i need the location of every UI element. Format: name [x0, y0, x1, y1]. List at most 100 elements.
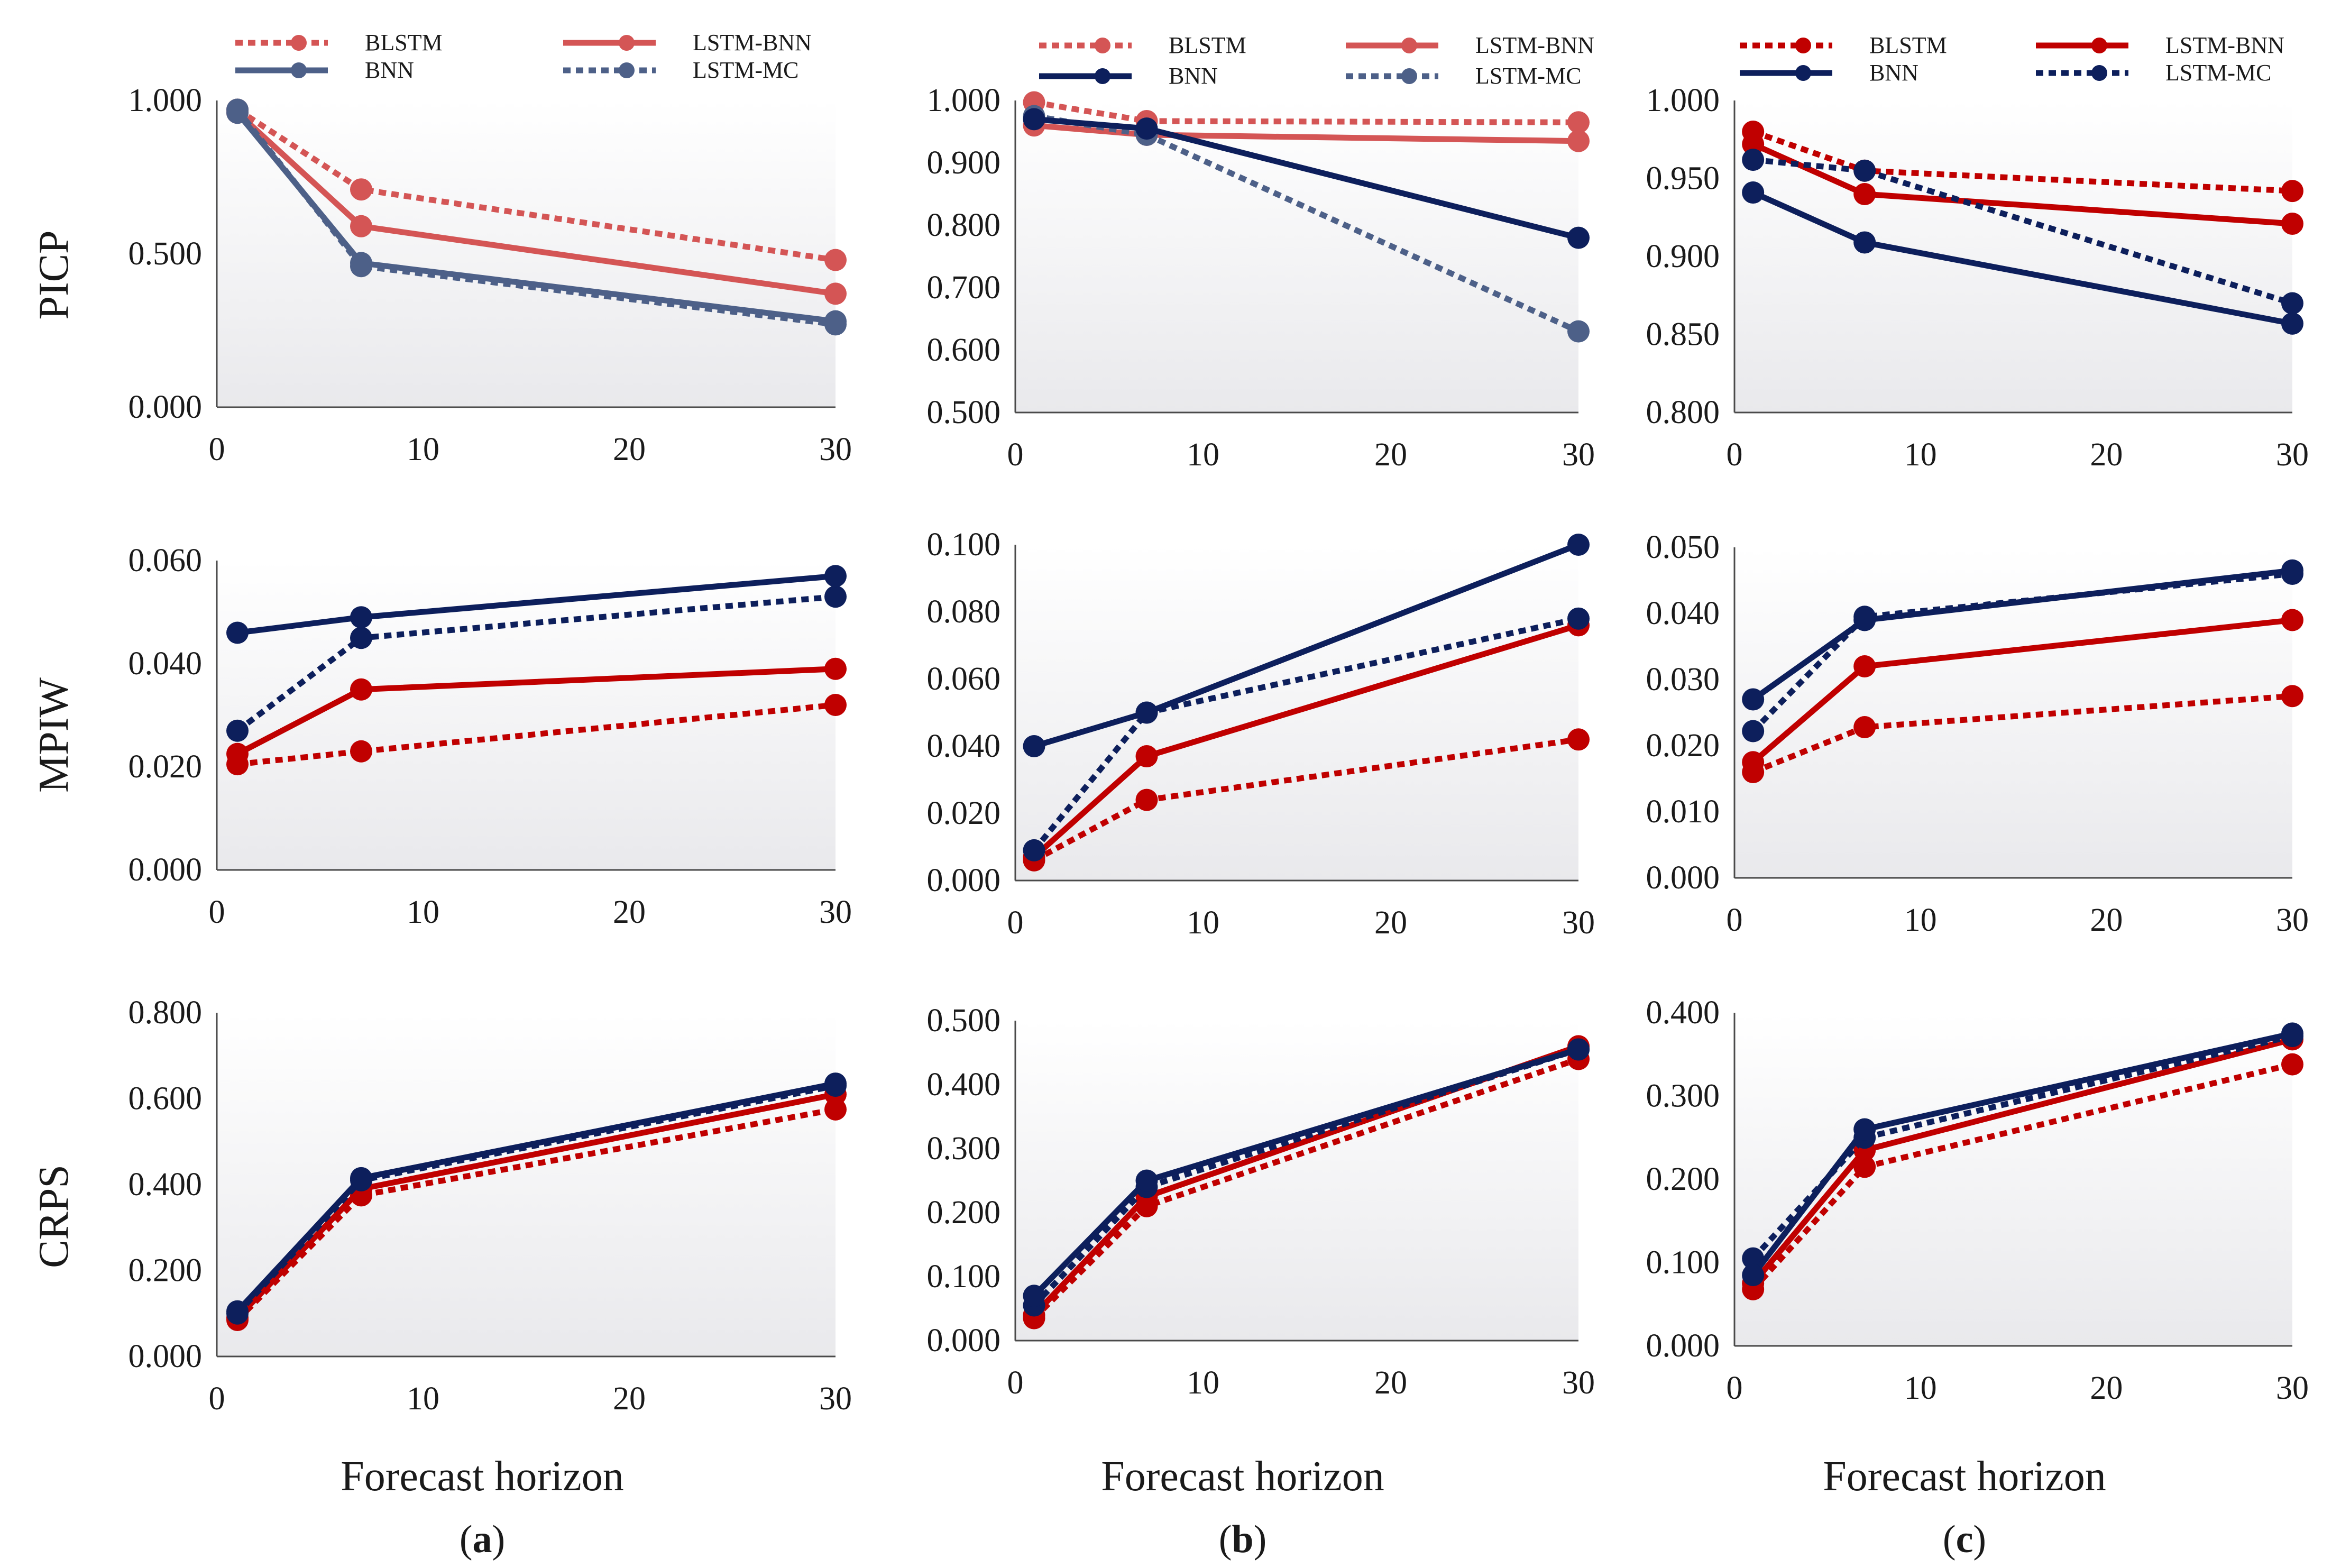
chart-c-picp: 0.800 0.850 0.900 0.950 1.000 0 10 20 30 BLSTM LST…: [1646, 32, 2309, 473]
y-tick-label-c-picp: 1.000: [1646, 82, 1720, 118]
x-tick-label-b-mpiw: 30: [1562, 905, 1595, 941]
y-tick-label-a-picp: 1.000: [128, 82, 203, 118]
data-point-b-picp-bnn: [1567, 226, 1590, 249]
data-point-c-mpiw-blstm: [2281, 685, 2303, 708]
x-tick-label-b-crps: 0: [1007, 1365, 1024, 1401]
data-point-b-mpiw-lstm-mc: [1023, 839, 1045, 861]
data-point-c-picp-bnn: [2281, 312, 2303, 335]
chart-c-mpiw: 0.000 0.010 0.020 0.030 0.040 0.050 0 10 20 30: [1646, 529, 2309, 938]
data-point-c-picp-bnn: [1853, 231, 1876, 254]
y-tick-label-a-mpiw: 0.000: [128, 852, 203, 888]
x-axis-title-b: Forecast horizon: [1101, 1453, 1384, 1500]
data-point-a-mpiw-blstm: [824, 694, 847, 716]
data-point-a-mpiw-lstm-bnn: [350, 678, 372, 701]
data-point-c-picp-lstm-bnn: [1853, 183, 1876, 205]
data-point-a-crps-bnn: [824, 1072, 847, 1095]
panel-label-c-close: ): [1973, 1518, 1986, 1561]
data-point-b-mpiw-bnn: [1567, 534, 1590, 556]
data-point-b-picp-lstm-bnn: [1567, 130, 1590, 152]
y-tick-label-c-crps: 0.000: [1646, 1328, 1720, 1364]
data-point-a-picp-bnn: [350, 252, 372, 274]
legend-label-a-picp-blstm: BLSTM: [365, 30, 443, 56]
x-tick-label-c-picp: 0: [1727, 437, 1743, 473]
y-tick-label-c-crps: 0.100: [1646, 1245, 1720, 1281]
x-tick-label-a-crps: 30: [819, 1381, 852, 1417]
x-tick-label-b-picp: 0: [1007, 437, 1024, 473]
panel-label-a-close: ): [492, 1518, 506, 1561]
y-tick-label-b-crps: 0.500: [927, 1003, 1001, 1039]
chart-b-mpiw: 0.000 0.020 0.040 0.060 0.080 0.100 0 10 20 30: [927, 527, 1595, 941]
y-tick-label-b-picp: 0.900: [927, 145, 1001, 181]
legend-label-a-picp-lstm-bnn: LSTM-BNN: [693, 30, 812, 56]
data-point-a-mpiw-bnn: [824, 565, 847, 588]
legend-label-b-picp-lstm-bnn: LSTM-BNN: [1475, 32, 1594, 58]
series-line-a-crps-blstm: [235, 1106, 836, 1322]
panel-label-b-open: (: [1219, 1518, 1232, 1561]
y-tick-label-a-crps: 0.600: [128, 1081, 203, 1117]
panel-label-c: (c): [1943, 1518, 1986, 1561]
x-tick-label-b-crps: 30: [1562, 1365, 1595, 1401]
y-tick-label-a-mpiw: 0.040: [128, 646, 203, 682]
x-tick-label-a-picp: 0: [209, 432, 225, 467]
panel-label-b: (b): [1219, 1518, 1266, 1561]
data-point-c-picp-lstm-mc: [2281, 292, 2303, 315]
legend-marker-b-picp-lstm-mc: [1401, 68, 1417, 84]
y-tick-label-b-mpiw: 0.100: [927, 527, 1001, 563]
data-point-b-mpiw-bnn: [1135, 701, 1158, 724]
x-tick-label-c-crps: 30: [2276, 1370, 2309, 1406]
legend-marker-c-picp-blstm: [1795, 38, 1811, 53]
data-point-c-mpiw-lstm-bnn: [1742, 751, 1765, 774]
data-point-b-crps-bnn: [1567, 1038, 1590, 1061]
series-line-a-mpiw-blstm: [237, 702, 836, 767]
row-label-picp: PICP: [31, 231, 77, 320]
y-tick-label-a-crps: 0.400: [128, 1167, 203, 1203]
data-point-b-picp-blstm: [1567, 111, 1590, 134]
data-point-b-mpiw-blstm: [1135, 788, 1158, 811]
data-point-c-crps-bnn: [1853, 1118, 1876, 1141]
x-tick-label-a-mpiw: 0: [209, 894, 225, 930]
series-line-c-picp-lstm-mc: [1752, 157, 2293, 306]
data-point-b-picp-bnn: [1023, 108, 1045, 131]
y-tick-label-c-mpiw: 0.010: [1646, 794, 1720, 830]
row-label-crps: CRPS: [31, 1164, 77, 1268]
data-point-b-crps-bnn: [1135, 1169, 1158, 1192]
y-tick-label-b-crps: 0.300: [927, 1131, 1001, 1167]
plot-area-a-picp: [217, 100, 836, 407]
plot-area-b-crps: [1015, 1021, 1578, 1341]
y-tick-label-c-mpiw: 0.040: [1646, 595, 1720, 631]
x-tick-label-c-mpiw: 20: [2090, 902, 2123, 938]
panel-label-b-letter: b: [1232, 1518, 1253, 1561]
y-tick-label-a-crps: 0.800: [128, 995, 203, 1031]
x-tick-label-a-mpiw: 10: [407, 894, 439, 930]
data-point-a-mpiw-bnn: [226, 621, 249, 644]
data-point-a-mpiw-lstm-mc: [226, 719, 249, 742]
y-tick-label-c-mpiw: 0.050: [1646, 529, 1720, 565]
data-point-c-crps-bnn: [2281, 1022, 2303, 1045]
y-tick-label-c-crps: 0.300: [1646, 1078, 1720, 1114]
legend-marker-b-picp-bnn: [1095, 68, 1110, 84]
data-point-a-picp-lstm-bnn: [824, 282, 847, 305]
legend-label-c-picp-lstm-mc: LSTM-MC: [2165, 60, 2271, 86]
y-tick-label-c-mpiw: 0.030: [1646, 662, 1720, 698]
legend-label-c-picp-blstm: BLSTM: [1869, 32, 1947, 58]
legend-marker-b-picp-blstm: [1095, 38, 1110, 53]
x-axis-title-c: Forecast horizon: [1823, 1453, 2106, 1500]
x-tick-label-c-picp: 30: [2276, 437, 2309, 473]
chart-a-picp: 0.000 0.500 1.000 0 10 20 30 BLSTM LSTM-BNN BNN LS…: [128, 30, 852, 467]
chart-b-picp: 0.500 0.600 0.700 0.800 0.900 1.000 0 10 20 30 BLS…: [927, 32, 1595, 473]
y-tick-label-c-picp: 0.850: [1646, 317, 1720, 353]
plot-area-a-crps: [217, 1013, 836, 1356]
data-point-c-picp-blstm: [2281, 180, 2303, 203]
data-point-a-crps-bnn: [226, 1300, 249, 1323]
legend-marker-a-picp-lstm-mc: [619, 62, 635, 78]
data-point-b-picp-lstm-mc: [1567, 320, 1590, 343]
data-point-a-crps-bnn: [350, 1167, 372, 1189]
x-tick-label-a-picp: 20: [613, 432, 646, 467]
x-tick-label-c-mpiw: 30: [2276, 902, 2309, 938]
plot-area-c-mpiw: [1734, 547, 2292, 878]
y-tick-label-a-crps: 0.000: [128, 1338, 203, 1374]
data-point-c-mpiw-lstm-bnn: [2281, 609, 2303, 631]
panel-label-c-letter: c: [1956, 1518, 1973, 1561]
data-point-b-mpiw-lstm-bnn: [1135, 745, 1158, 768]
data-point-a-picp-lstm-bnn: [350, 215, 372, 237]
